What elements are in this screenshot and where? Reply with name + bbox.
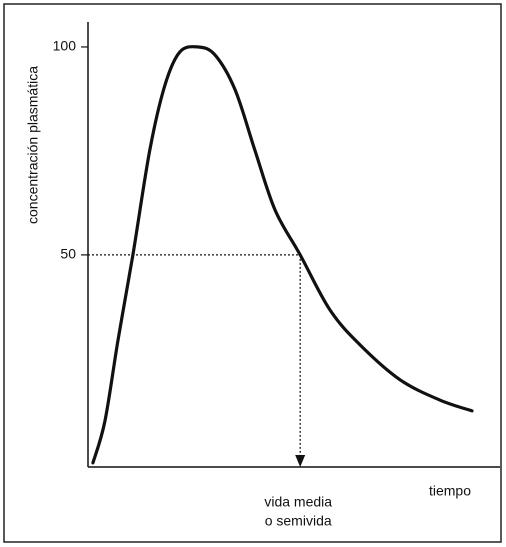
half-life-label: vida media — [264, 494, 332, 510]
y-tick-label: 50 — [60, 246, 76, 262]
y-axis-label: concentración plasmática — [25, 66, 41, 224]
half-life-arrow — [295, 455, 306, 467]
y-tick-label: 100 — [53, 38, 77, 54]
x-axis-label: tiempo — [429, 483, 471, 499]
concentration-curve — [91, 45, 474, 465]
half-life-label: o semivida — [265, 513, 332, 529]
frame — [3, 3, 502, 543]
